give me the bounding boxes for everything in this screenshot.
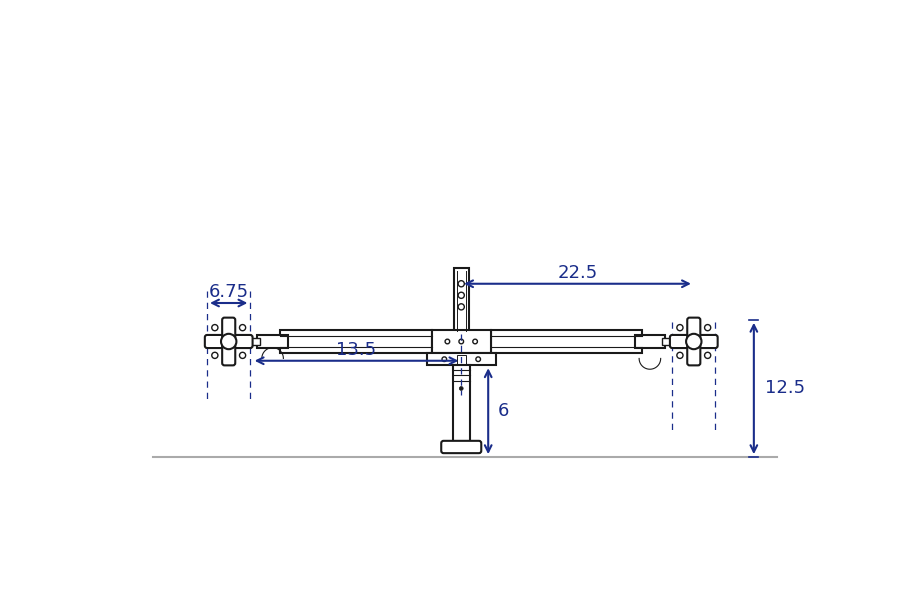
Circle shape [212,325,218,331]
Text: 6.75: 6.75 [209,283,248,301]
Bar [427,353,496,365]
Circle shape [472,339,477,344]
Bar [257,335,288,347]
FancyBboxPatch shape [441,441,482,453]
Circle shape [677,352,683,358]
Bar [662,338,676,346]
Circle shape [677,325,683,331]
Text: 12.5: 12.5 [765,379,805,397]
Circle shape [705,352,711,358]
Circle shape [239,352,246,358]
Text: 6: 6 [498,402,508,420]
Circle shape [446,339,450,344]
Bar [491,330,643,353]
Bar [634,335,665,347]
Bar [453,365,470,443]
Circle shape [442,357,446,362]
Circle shape [459,386,464,391]
FancyBboxPatch shape [670,335,717,348]
Circle shape [459,339,464,344]
Circle shape [239,325,246,331]
Bar [454,268,469,334]
Circle shape [458,292,464,298]
Circle shape [705,325,711,331]
Circle shape [686,334,701,349]
Circle shape [476,357,481,362]
Bar [432,330,491,353]
Circle shape [458,281,464,287]
Bar [247,338,260,346]
Circle shape [221,334,237,349]
Bar [456,355,466,364]
Text: 22.5: 22.5 [557,264,598,282]
Circle shape [458,304,464,310]
Bar [280,330,432,353]
Circle shape [212,352,218,358]
FancyBboxPatch shape [205,335,253,348]
FancyBboxPatch shape [222,317,235,365]
FancyBboxPatch shape [688,317,700,365]
Text: 13.5: 13.5 [337,341,376,359]
